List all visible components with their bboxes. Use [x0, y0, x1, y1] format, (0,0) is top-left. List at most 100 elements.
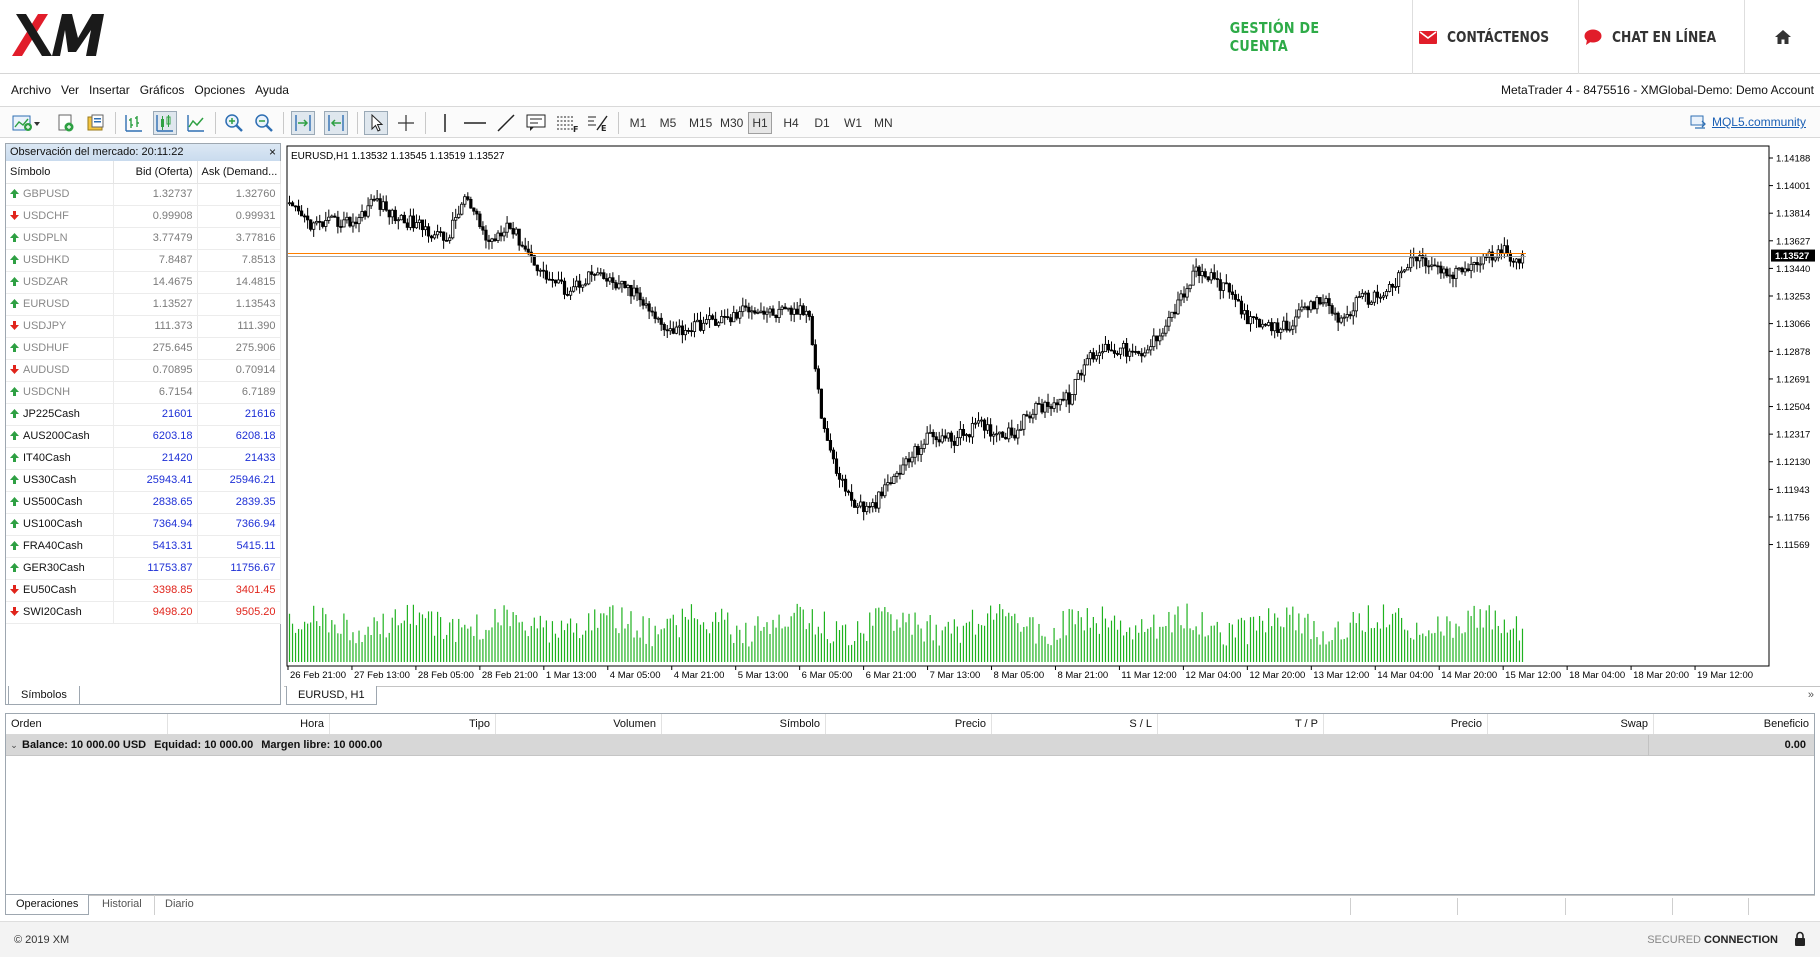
market-row[interactable]: JP225Cash 21601 21616 — [6, 403, 281, 426]
tab-eurusd-h1[interactable]: EURUSD, H1 — [286, 686, 377, 705]
menu-file[interactable]: Archivo — [11, 83, 52, 97]
column-take-profit[interactable]: T / P — [1158, 714, 1324, 734]
market-row[interactable]: SWI20Cash 9498.20 9505.20 — [6, 601, 281, 624]
market-row[interactable]: USDZAR 14.4675 14.4815 — [6, 271, 281, 294]
timeframe-mn-button[interactable]: MN — [874, 116, 893, 130]
candle — [850, 484, 854, 507]
timeframe-m15-button[interactable]: M15 — [689, 116, 713, 130]
zoom-in-button[interactable] — [222, 111, 246, 135]
chart-shift-button[interactable] — [324, 111, 348, 135]
menu-options[interactable]: Opciones — [194, 83, 246, 97]
column-volume[interactable]: Volumen — [496, 714, 662, 734]
market-row[interactable]: GBPUSD 1.32737 1.32760 — [6, 183, 281, 206]
home-button[interactable] — [1744, 0, 1820, 74]
tab-history[interactable]: Historial — [102, 898, 142, 910]
tab-symbols[interactable]: Símbolos — [8, 686, 80, 705]
bid-cell: 0.70895 — [113, 359, 198, 382]
menu-insert[interactable]: Insertar — [89, 83, 130, 97]
market-row[interactable]: EURUSD 1.13527 1.13543 — [6, 293, 281, 316]
line-chart-button[interactable] — [184, 111, 208, 135]
new-chart-button[interactable] — [10, 111, 44, 135]
market-row[interactable]: AUDUSD 0.70895 0.70914 — [6, 359, 281, 382]
data-window-button[interactable] — [84, 111, 108, 135]
market-row[interactable]: EU50Cash 3398.85 3401.45 — [6, 579, 281, 602]
market-row[interactable]: US100Cash 7364.94 7366.94 — [6, 513, 281, 536]
zoom-out-button[interactable] — [252, 111, 276, 135]
menu-help[interactable]: Ayuda — [255, 83, 289, 97]
column-symbol[interactable]: Símbolo — [662, 714, 826, 734]
profiles-button[interactable] — [54, 111, 78, 135]
column-price[interactable]: Precio — [826, 714, 992, 734]
status-cell — [1748, 898, 1749, 915]
market-row[interactable]: USDHKD 7.8487 7.8513 — [6, 249, 281, 272]
candle — [1463, 261, 1467, 276]
contact-button[interactable]: CONTÁCTENOS — [1412, 0, 1578, 74]
column-swap[interactable]: Swap — [1488, 714, 1654, 734]
market-row[interactable]: FRA40Cash 5413.31 5415.11 — [6, 535, 281, 558]
column-order[interactable]: Orden — [6, 714, 168, 734]
cursor-button[interactable] — [364, 111, 388, 135]
candle — [599, 267, 603, 277]
candle — [641, 296, 645, 310]
collapse-icon[interactable]: ⌄ — [10, 739, 18, 750]
column-header-bid[interactable]: Bid (Oferta) — [113, 161, 198, 184]
timeframe-h4-button[interactable]: H4 — [783, 116, 799, 130]
live-chat-button[interactable]: CHAT EN LÍNEA — [1578, 0, 1744, 74]
candlestick-button[interactable] — [153, 111, 177, 135]
account-management-link[interactable]: GESTIÓN DE CUENTA — [1229, 19, 1320, 55]
market-row[interactable]: USDCNH 6.7154 6.7189 — [6, 381, 281, 404]
column-current-price[interactable]: Precio — [1324, 714, 1488, 734]
text-label-button[interactable] — [524, 111, 548, 135]
text-label-icon — [526, 114, 546, 131]
candle — [1260, 319, 1265, 330]
menu-charts[interactable]: Gráficos — [139, 83, 185, 97]
market-row[interactable]: USDHUF 275.645 275.906 — [6, 337, 281, 360]
market-row[interactable]: IT40Cash 21420 21433 — [6, 447, 281, 470]
price-chart[interactable]: EURUSD,H1 1.13532 1.13545 1.13519 1.1352… — [284, 144, 1819, 686]
bid-cell: 1.32737 — [113, 183, 198, 206]
candle — [578, 273, 582, 294]
market-row[interactable]: US500Cash 2838.65 2839.35 — [6, 491, 281, 514]
timeframe-d1-button[interactable]: D1 — [814, 116, 830, 130]
balance-summary-row[interactable]: ⌄ Balance: 10 000.00 USD Equidad: 10 000… — [6, 735, 1814, 756]
shapes-button[interactable]: E — [586, 111, 610, 135]
tab-journal[interactable]: Diario — [154, 895, 204, 915]
vertical-line-button[interactable] — [433, 111, 457, 135]
menu-view[interactable]: Ver — [61, 83, 80, 97]
candle — [1360, 289, 1364, 300]
horizontal-line-button[interactable] — [463, 111, 487, 135]
column-type[interactable]: Tipo — [330, 714, 496, 734]
market-row[interactable]: USDJPY 111.373 111.390 — [6, 315, 281, 338]
column-profit[interactable]: Beneficio — [1763, 718, 1809, 730]
bar-chart-button[interactable] — [122, 111, 146, 135]
candle — [753, 307, 757, 315]
candle — [1445, 266, 1449, 278]
mql5-community-link[interactable]: MQL5.community — [1690, 115, 1806, 129]
fibonacci-button[interactable]: F — [555, 111, 579, 135]
auto-scroll-button[interactable] — [291, 111, 315, 135]
column-stop-loss[interactable]: S / L — [992, 714, 1158, 734]
crosshair-button[interactable] — [394, 111, 418, 135]
chevron-right-icon[interactable]: » — [1807, 689, 1814, 701]
terminal-header: Orden Hora Tipo Volumen Símbolo Precio S… — [6, 714, 1814, 735]
column-time[interactable]: Hora — [168, 714, 330, 734]
market-row[interactable]: AUS200Cash 6203.18 6208.18 — [6, 425, 281, 448]
market-row[interactable]: GER30Cash 11753.87 11756.67 — [6, 557, 281, 580]
candle — [901, 457, 905, 475]
market-row[interactable]: USDPLN 3.77479 3.77816 — [6, 227, 281, 250]
chart-window[interactable]: EURUSD,H1 1.13532 1.13545 1.13519 1.1352… — [284, 144, 1819, 686]
market-row[interactable]: USDCHF 0.99908 0.99931 — [6, 205, 281, 228]
market-row[interactable]: US30Cash 25943.41 25946.21 — [6, 469, 281, 492]
trendline-button[interactable] — [494, 111, 518, 135]
column-header-symbol[interactable]: Símbolo — [6, 161, 114, 184]
tab-trade[interactable]: Operaciones — [5, 895, 90, 915]
timeframe-h1-button[interactable]: H1 — [748, 112, 772, 134]
column-header-ask[interactable]: Ask (Demand... — [197, 161, 281, 184]
timeframe-m5-button[interactable]: M5 — [659, 116, 677, 130]
timeframe-m1-button[interactable]: M1 — [629, 116, 647, 130]
close-icon[interactable]: × — [268, 145, 276, 159]
timeframe-m30-button[interactable]: M30 — [720, 116, 744, 130]
timeframe-w1-button[interactable]: W1 — [844, 116, 862, 130]
xm-logo[interactable] — [12, 12, 116, 58]
candle — [1345, 305, 1349, 322]
